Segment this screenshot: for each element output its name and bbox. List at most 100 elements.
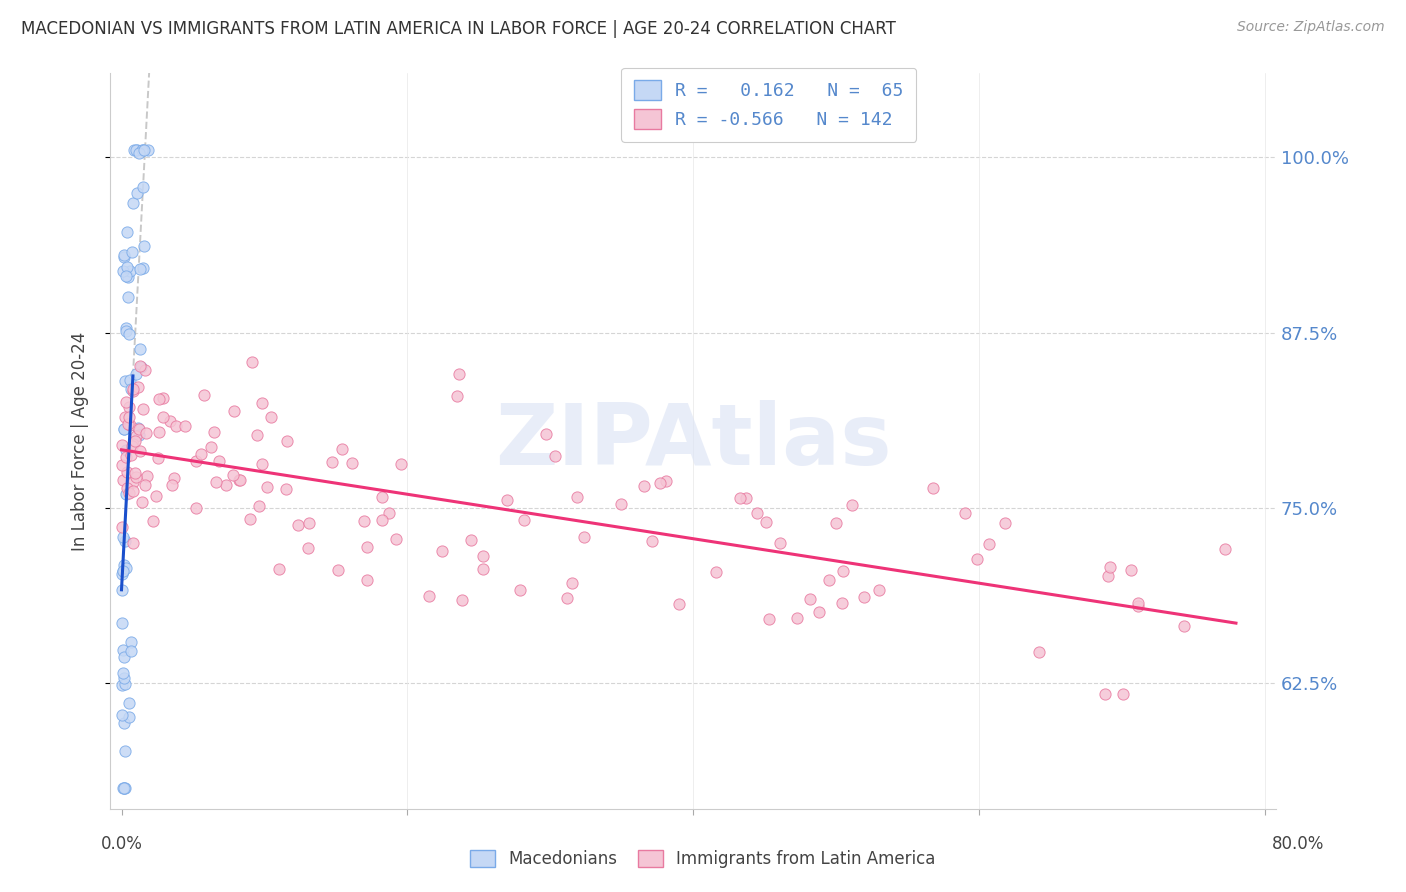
Point bbox=[114, 409, 136, 424]
Point bbox=[786, 611, 808, 625]
Point bbox=[389, 457, 412, 471]
Point bbox=[111, 264, 134, 278]
Point bbox=[117, 486, 139, 500]
Point bbox=[544, 449, 567, 463]
Point bbox=[758, 612, 780, 626]
Point bbox=[641, 534, 664, 549]
Point bbox=[111, 708, 134, 723]
Point bbox=[163, 471, 186, 485]
Point bbox=[134, 362, 156, 376]
Point bbox=[1121, 563, 1143, 577]
Point bbox=[734, 491, 756, 506]
Point bbox=[356, 573, 378, 587]
Point bbox=[207, 454, 229, 468]
Point bbox=[111, 780, 134, 795]
Point bbox=[112, 251, 135, 265]
Point bbox=[222, 404, 245, 418]
Point bbox=[276, 483, 298, 497]
Point bbox=[111, 583, 134, 598]
Point bbox=[200, 440, 222, 454]
Point bbox=[120, 382, 142, 396]
Point bbox=[128, 359, 150, 373]
Point bbox=[260, 410, 283, 425]
Point bbox=[132, 144, 155, 158]
Point bbox=[122, 382, 145, 396]
Point bbox=[132, 401, 155, 416]
Point bbox=[111, 564, 134, 578]
Point bbox=[633, 479, 655, 493]
Point bbox=[112, 422, 135, 436]
Point bbox=[755, 515, 778, 529]
Point bbox=[117, 290, 139, 304]
Point bbox=[706, 565, 728, 579]
Point bbox=[979, 537, 1001, 551]
Point bbox=[747, 506, 769, 520]
Point bbox=[129, 360, 152, 375]
Point bbox=[125, 470, 148, 484]
Point bbox=[118, 418, 141, 433]
Point bbox=[122, 195, 145, 210]
Point bbox=[332, 442, 354, 456]
Point bbox=[122, 144, 145, 158]
Point bbox=[356, 540, 378, 554]
Point bbox=[118, 326, 141, 341]
Point bbox=[496, 492, 519, 507]
Point bbox=[831, 596, 853, 610]
Point bbox=[174, 419, 197, 434]
Point bbox=[110, 615, 132, 630]
Point bbox=[112, 649, 135, 664]
Point bbox=[111, 458, 134, 472]
Point bbox=[1097, 569, 1119, 583]
Point bbox=[534, 427, 557, 442]
Point bbox=[120, 373, 142, 387]
Point bbox=[1173, 618, 1195, 632]
Point bbox=[953, 506, 976, 520]
Point bbox=[239, 512, 262, 526]
Point bbox=[131, 495, 153, 509]
Point bbox=[509, 583, 531, 598]
Text: Source: ZipAtlas.com: Source: ZipAtlas.com bbox=[1237, 20, 1385, 34]
Point bbox=[728, 491, 751, 505]
Point bbox=[111, 520, 134, 534]
Point bbox=[117, 696, 139, 710]
Point bbox=[378, 506, 401, 520]
Point bbox=[114, 534, 136, 549]
Point bbox=[966, 552, 988, 566]
Point bbox=[114, 450, 136, 464]
Point bbox=[326, 563, 349, 577]
Point bbox=[127, 380, 149, 394]
Point bbox=[125, 367, 148, 381]
Point bbox=[115, 324, 138, 338]
Point bbox=[841, 498, 863, 512]
Point bbox=[112, 530, 135, 544]
Point bbox=[1099, 560, 1122, 574]
Point bbox=[125, 144, 148, 158]
Point bbox=[353, 514, 375, 528]
Point bbox=[276, 434, 298, 448]
Point bbox=[472, 549, 495, 563]
Point bbox=[120, 449, 142, 463]
Point bbox=[340, 456, 363, 470]
Point bbox=[121, 245, 143, 260]
Point bbox=[114, 558, 136, 572]
Point bbox=[152, 391, 174, 405]
Point bbox=[418, 589, 440, 603]
Point bbox=[128, 262, 150, 277]
Point bbox=[114, 374, 136, 388]
Point bbox=[118, 264, 141, 278]
Point bbox=[132, 144, 155, 158]
Point bbox=[115, 268, 138, 283]
Point bbox=[115, 225, 138, 239]
Point bbox=[112, 780, 135, 795]
Point bbox=[118, 409, 141, 424]
Point bbox=[384, 532, 406, 546]
Legend: Macedonians, Immigrants from Latin America: Macedonians, Immigrants from Latin Ameri… bbox=[464, 843, 942, 875]
Point bbox=[138, 144, 160, 158]
Point bbox=[110, 437, 132, 451]
Point bbox=[668, 597, 690, 611]
Point bbox=[128, 422, 150, 436]
Point bbox=[115, 487, 138, 501]
Point bbox=[184, 454, 207, 468]
Point bbox=[111, 677, 134, 691]
Point bbox=[298, 516, 321, 530]
